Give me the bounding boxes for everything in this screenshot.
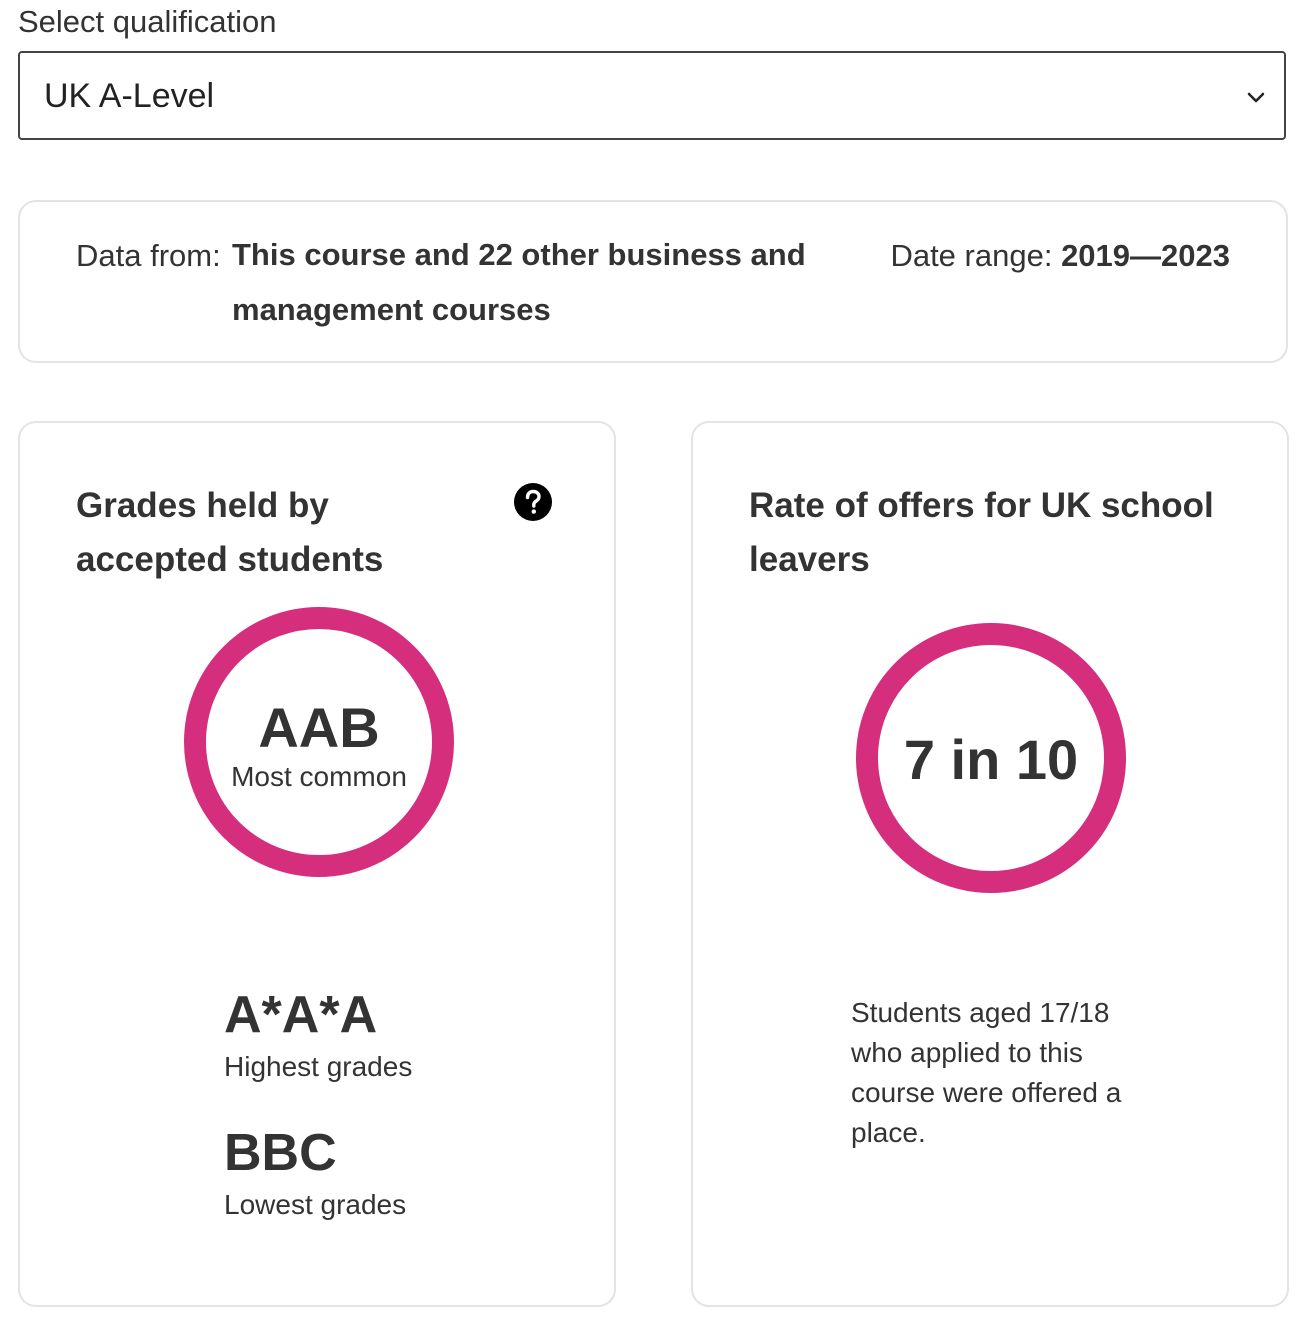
date-range: Date range: 2019—2023 bbox=[890, 238, 1230, 274]
question-mark-icon[interactable] bbox=[514, 483, 552, 521]
most-common-ring: AAB Most common bbox=[184, 607, 454, 877]
chevron-down-icon bbox=[1247, 92, 1265, 103]
qualification-select[interactable]: UK A-Level bbox=[18, 51, 1286, 140]
most-common-label: Most common bbox=[231, 761, 407, 792]
grades-card: Grades held by accepted students AAB Mos… bbox=[18, 421, 616, 1307]
lowest-grades-label: Lowest grades bbox=[224, 1189, 407, 1220]
date-range-value: 2019—2023 bbox=[1061, 238, 1230, 273]
highest-grades: A*A*A Highest grades bbox=[224, 985, 412, 1083]
qualification-label: Select qualification bbox=[18, 4, 277, 39]
most-common-grade: AAB bbox=[258, 696, 380, 759]
data-source-card: Data from: This course and 22 other busi… bbox=[18, 200, 1288, 363]
offer-rate-ring: 7 in 10 bbox=[856, 623, 1126, 893]
date-range-label: Date range: bbox=[890, 238, 1053, 273]
grades-card-title: Grades held by accepted students bbox=[76, 486, 384, 579]
highest-grades-label: Highest grades bbox=[224, 1051, 413, 1082]
data-from-label: Data from: bbox=[76, 238, 221, 273]
highest-grades-value: A*A*A bbox=[224, 986, 378, 1044]
lowest-grades-value: BBC bbox=[224, 1124, 337, 1182]
offer-rate-description: Students aged 17/18 who applied to this … bbox=[851, 997, 1122, 1148]
offers-card-title: Rate of offers for UK school leavers bbox=[749, 486, 1214, 579]
lowest-grades: BBC Lowest grades bbox=[224, 1123, 406, 1221]
data-from-value: This course and 22 other business and ma… bbox=[232, 237, 806, 327]
offers-card: Rate of offers for UK school leavers 7 i… bbox=[691, 421, 1289, 1307]
qualification-selected-value: UK A-Level bbox=[44, 77, 215, 115]
offer-rate: 7 in 10 bbox=[903, 728, 1079, 791]
